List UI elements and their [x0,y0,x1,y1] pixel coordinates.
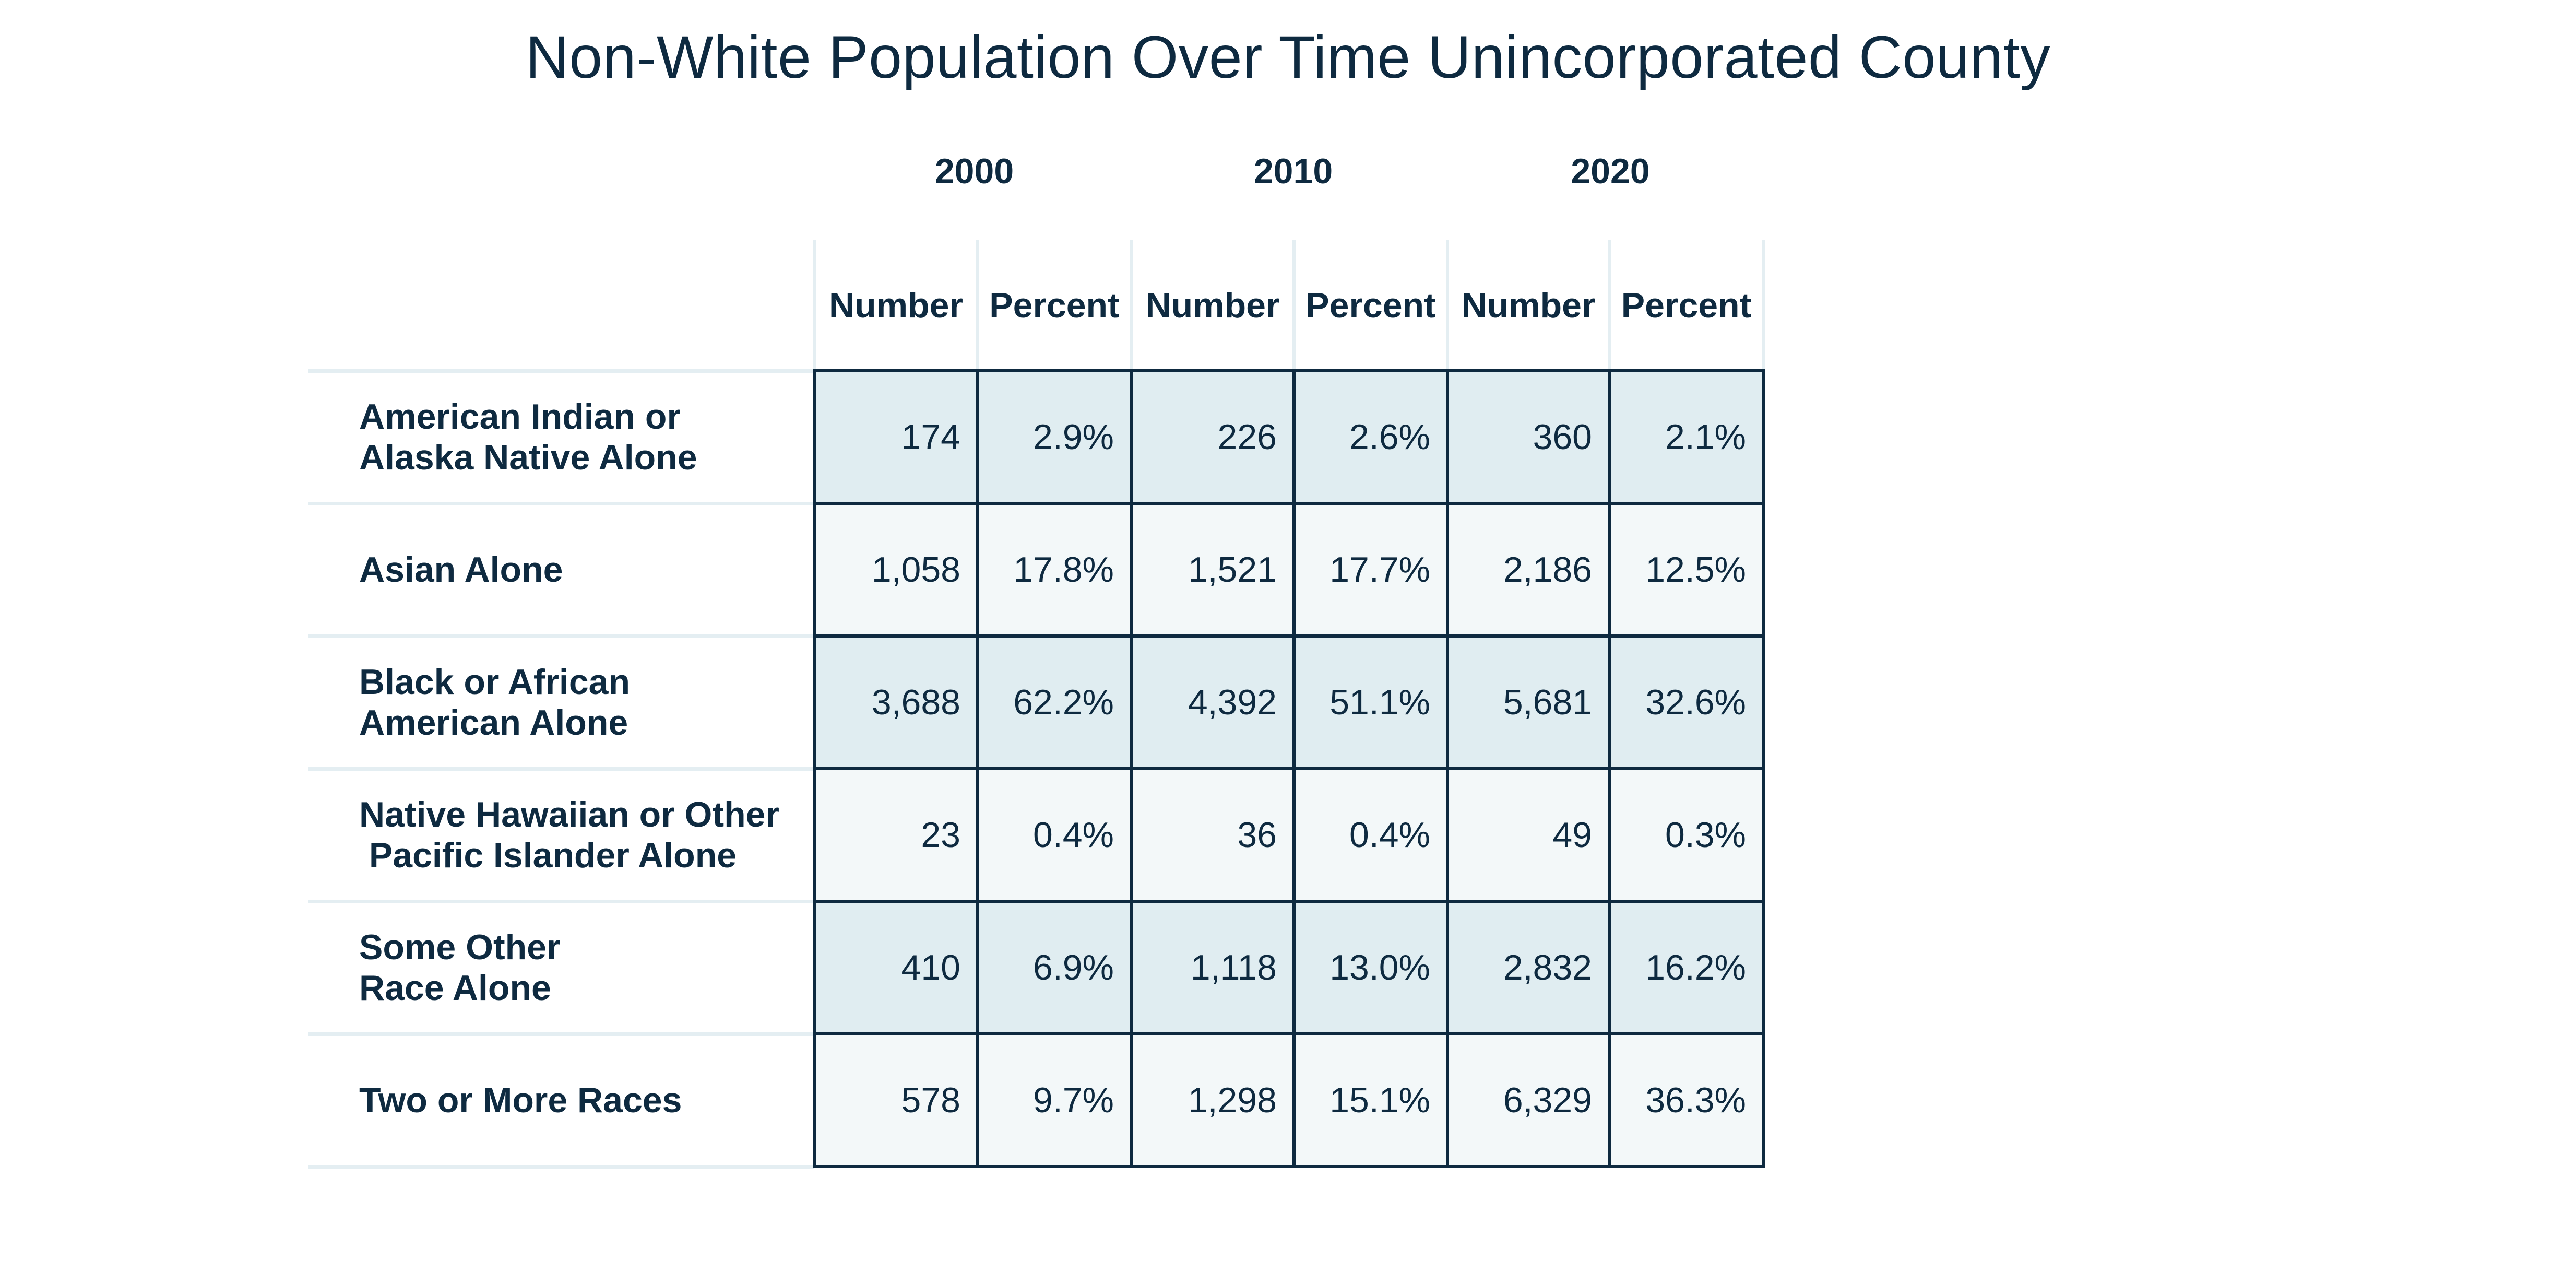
table-cell: 36 [1130,767,1296,903]
table-cell: 2.6% [1292,369,1449,505]
table-cell: 410 [813,900,979,1035]
table-cell: 6.9% [976,900,1133,1035]
table-cell: 5,681 [1446,634,1611,770]
year-label-2010: 2010 [1253,151,1333,191]
header-column-divider [1130,240,1133,371]
row-label: Two or More Races [359,1080,682,1120]
column-header-number: Number [829,286,963,325]
column-header-percent: Percent [1621,286,1752,325]
year-label-2020: 2020 [1571,151,1650,191]
row-separator [308,369,814,373]
table-cell: 1,118 [1130,900,1296,1035]
table-cell: 0.4% [1292,767,1449,903]
table-cell: 1,058 [813,502,979,638]
table-cell: 62.2% [976,634,1133,770]
row-separator [308,767,814,771]
table-cell: 1,521 [1130,502,1296,638]
table-cell: 2,832 [1446,900,1611,1035]
year-label-2000: 2000 [934,151,1014,191]
table-cell: 12.5% [1608,502,1765,638]
page-title: Non-White Population Over Time Unincorpo… [525,24,2051,91]
table-cell: 226 [1130,369,1296,505]
column-header-number: Number [1461,286,1596,325]
row-separator [308,634,814,638]
table-cell: 578 [813,1032,979,1168]
header-column-divider [1446,240,1449,371]
row-separator [308,900,814,903]
column-header-percent: Percent [989,286,1120,325]
row-label: Black or African American Alone [359,662,630,743]
table-cell: 0.3% [1608,767,1765,903]
table-cell: 51.1% [1292,634,1449,770]
row-separator [308,1032,814,1036]
column-header-number: Number [1145,286,1280,325]
table-cell: 174 [813,369,979,505]
table-cell: 23 [813,767,979,903]
row-separator [308,502,814,505]
row-label: American Indian or Alaska Native Alone [359,397,697,477]
header-column-divider [813,240,816,371]
table-cell: 4,392 [1130,634,1296,770]
table-cell: 3,688 [813,634,979,770]
table-cell: 1,298 [1130,1032,1296,1168]
table-cell: 2,186 [1446,502,1611,638]
row-label: Asian Alone [359,550,563,590]
row-label: Some Other Race Alone [359,927,561,1008]
table-cell: 360 [1446,369,1611,505]
header-column-divider [976,240,979,371]
table-cell: 17.8% [976,502,1133,638]
table-cell: 36.3% [1608,1032,1765,1168]
row-separator [308,1165,814,1169]
header-column-divider [1608,240,1611,371]
row-label: Native Hawaiian or Other Pacific Islande… [359,795,779,875]
table-cell: 0.4% [976,767,1133,903]
table-cell: 13.0% [1292,900,1449,1035]
table-cell: 2.1% [1608,369,1765,505]
table-cell: 6,329 [1446,1032,1611,1168]
table-cell: 16.2% [1608,900,1765,1035]
header-column-divider [1762,240,1765,371]
table-cell: 15.1% [1292,1032,1449,1168]
header-column-divider [1292,240,1296,371]
table-cell: 2.9% [976,369,1133,505]
table-cell: 9.7% [976,1032,1133,1168]
table-cell: 32.6% [1608,634,1765,770]
table-cell: 49 [1446,767,1611,903]
column-header-percent: Percent [1305,286,1436,325]
table-cell: 17.7% [1292,502,1449,638]
